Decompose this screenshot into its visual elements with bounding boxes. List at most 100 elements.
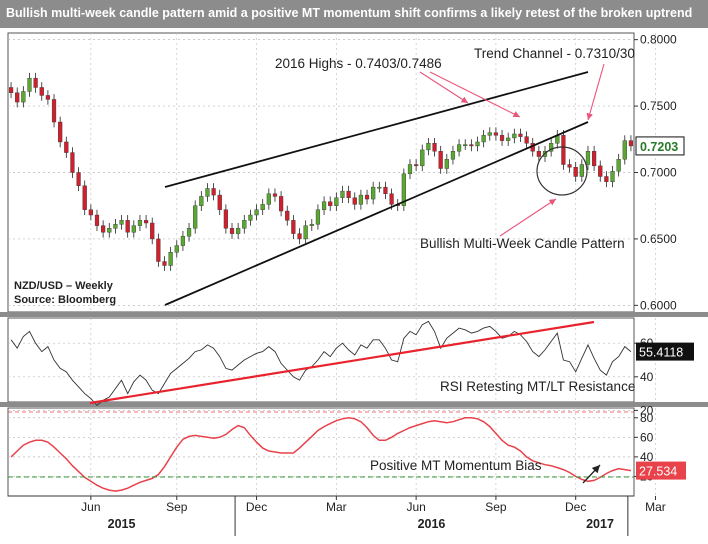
annotation-trend-channel: Trend Channel - 0.7310/30 [474, 46, 635, 61]
candle-body [223, 209, 228, 229]
momentum-line [10, 417, 632, 492]
rsi-last-value: 55.4118 [639, 346, 683, 360]
candle-body [8, 87, 14, 93]
candle-body [33, 77, 38, 88]
candle-body [119, 220, 124, 225]
price-last-value: 0.7203 [640, 140, 678, 154]
candle-body [420, 149, 425, 167]
candle-body [487, 132, 492, 136]
source-label-pair: NZD/USD – Weekly [14, 280, 114, 292]
candle-body [76, 172, 81, 186]
candle-body [51, 99, 57, 123]
candle-body [143, 220, 149, 224]
price-last-box [635, 136, 685, 156]
candle-body [407, 164, 413, 175]
channel-upper-line [164, 71, 589, 188]
candle-body [475, 141, 480, 147]
candle-body [94, 214, 100, 226]
candle-body [389, 193, 394, 205]
candle-body [21, 91, 26, 103]
arrow-candle-pattern [499, 198, 557, 237]
candle-body [58, 121, 63, 143]
candle-body [622, 140, 627, 160]
annotation-candle-pattern: Bullish Multi-Week Candle Pattern [420, 236, 625, 251]
arrow-trend-channel [586, 63, 605, 121]
candle-body [303, 225, 308, 240]
candle-body [598, 165, 603, 177]
candle-body [291, 220, 296, 234]
candle-body [211, 188, 216, 196]
candle-body [174, 245, 179, 253]
candle-body [573, 166, 578, 177]
candle-body [15, 92, 20, 103]
candle-body [604, 176, 609, 183]
momentum-y-tick-label: 80 [640, 411, 654, 425]
momentum-last-value: 27.534 [639, 465, 677, 479]
x-month-label: Sep [485, 500, 507, 514]
candle-body [260, 204, 265, 210]
candle-body [585, 151, 591, 165]
channel-lower-line [164, 121, 589, 306]
source-label-bloomberg: Source: Bloomberg [14, 294, 116, 306]
candle-body [340, 190, 345, 198]
candle-body [150, 222, 155, 240]
panel-frame-1 [7, 32, 635, 313]
candle-body [248, 214, 253, 221]
candle-body [567, 164, 572, 168]
candle-body [358, 194, 363, 205]
candle-body [125, 220, 130, 233]
annotation-momentum: Positive MT Momentum Bias [370, 458, 542, 473]
candle-pattern-circle [536, 146, 588, 196]
candle-body [217, 194, 222, 210]
candle-body [432, 143, 437, 152]
candle-body [236, 228, 241, 234]
x-month-label: Jun [81, 500, 100, 514]
price-y-tick-label: 0.6500 [640, 232, 677, 246]
year-label-2015: 2015 [108, 517, 136, 531]
candle-body [426, 143, 431, 151]
candle-body [39, 87, 44, 96]
candle-body [352, 197, 357, 205]
momentum-y-tick-label: 60 [640, 430, 654, 444]
candle-body [463, 144, 468, 147]
candle-body [113, 224, 118, 229]
candle-body [272, 193, 278, 197]
x-month-label: Mar [645, 500, 666, 514]
candle-body [101, 225, 106, 233]
candle-body [383, 186, 388, 194]
candle-body [469, 144, 474, 147]
price-y-tick-label: 0.8000 [640, 33, 677, 47]
candle-body [506, 137, 511, 141]
candle-body [499, 135, 505, 141]
price-y-tick-label: 0.7500 [640, 99, 677, 113]
panel-separator-2 [0, 402, 708, 407]
candle-body [444, 159, 449, 169]
candle-body [364, 194, 370, 200]
candle-body [579, 164, 584, 177]
panel-separator-1 [0, 312, 708, 317]
candle-body [45, 95, 50, 100]
candle-body [193, 205, 198, 229]
candle-body [536, 151, 541, 157]
candle-body [64, 141, 69, 153]
x-month-label: Dec [565, 500, 586, 514]
candle-body [321, 201, 327, 210]
chart-title: Bullish multi-week candle pattern amid a… [6, 6, 693, 20]
candle-body [285, 210, 290, 221]
annotation-rsi: RSI Retesting MT/LT Resistance [440, 379, 635, 394]
candle-body [450, 151, 456, 160]
candle-body [377, 186, 382, 189]
candle-body [156, 238, 161, 262]
price-y-tick-label: 0.7000 [640, 166, 677, 180]
candle-body [297, 233, 302, 240]
candle-body [162, 261, 167, 266]
candle-body [518, 133, 523, 137]
candle-body [481, 135, 486, 143]
candle-body [549, 143, 554, 152]
candle-body [131, 225, 136, 233]
candle-body [82, 185, 87, 210]
candle-body [229, 228, 235, 234]
rsi-line [10, 320, 632, 407]
candle-body [70, 152, 75, 173]
year-label-2016: 2016 [418, 517, 446, 531]
